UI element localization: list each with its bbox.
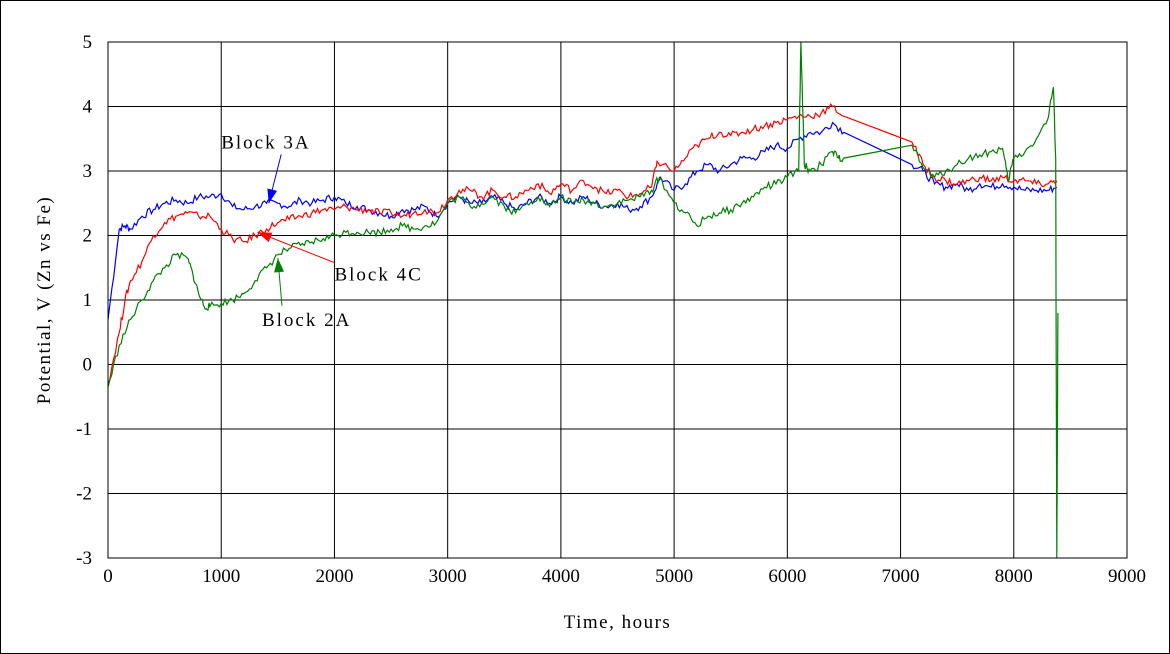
y-tick-label: -2 [76, 484, 92, 505]
series-line-block-2a [107, 41, 1059, 559]
x-tick-label: 2000 [315, 566, 353, 587]
x-tick-label: 3000 [429, 566, 467, 587]
annotation-arrow-head [274, 258, 285, 273]
series-layer [107, 41, 1059, 559]
annotations: Block 3A Block 4C Block 2A [221, 132, 422, 331]
tick-labels: 0 1000 2000 3000 4000 5000 6000 7000 8000 9000 -3 -… [76, 32, 1146, 587]
series-line-block-3a [107, 121, 1058, 320]
x-axis-title: Time, hours [564, 612, 672, 633]
x-tick-label: 4000 [542, 566, 580, 587]
x-tick-label: 0 [103, 566, 113, 587]
y-tick-label: 1 [83, 290, 93, 311]
x-tick-label: 7000 [882, 566, 920, 587]
annotation-arrow-head [257, 232, 273, 243]
y-axis-title: Potential, V (Zn vs Fe) [34, 196, 55, 405]
grid [107, 41, 1128, 559]
y-tick-label: 0 [83, 355, 93, 376]
annotation-label: Block 2A [262, 310, 351, 331]
annotation-label: Block 4C [334, 265, 422, 286]
series-line-block-4c [107, 103, 1058, 385]
y-tick-label: -3 [76, 548, 92, 569]
y-tick-label: 2 [83, 226, 93, 247]
x-tick-label: 8000 [995, 566, 1033, 587]
x-tick-label: 5000 [655, 566, 693, 587]
plot-area-border [107, 41, 1128, 559]
y-tick-label: 5 [83, 32, 93, 53]
annotation-label: Block 3A [221, 132, 310, 153]
x-tick-label: 9000 [1108, 566, 1146, 587]
y-tick-label: 4 [83, 97, 93, 118]
y-tick-label: -1 [76, 419, 92, 440]
annotation-arrow-head [267, 188, 278, 204]
x-tick-label: 6000 [768, 566, 806, 587]
y-tick-label: 3 [83, 161, 93, 182]
x-tick-label: 1000 [202, 566, 240, 587]
